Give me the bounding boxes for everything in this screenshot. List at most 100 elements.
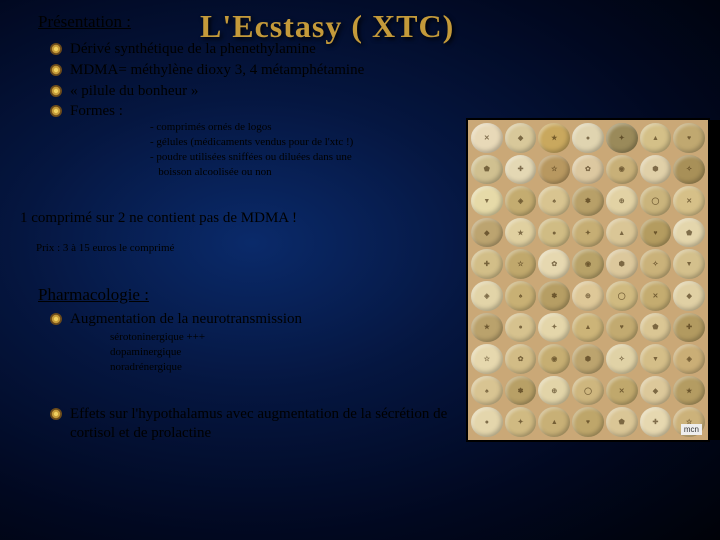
pill-item: ◉	[572, 249, 604, 279]
bullet-icon	[50, 85, 62, 97]
pill-item: ✦	[572, 218, 604, 248]
sub-item: dopaminergique	[110, 345, 205, 360]
pill-item: ⬢	[640, 155, 672, 185]
bullet-icon	[50, 408, 62, 420]
pill-item: ⬢	[572, 344, 604, 374]
bullet-text: « pilule du bonheur »	[70, 82, 198, 101]
presentation-sublist: - comprimés ornés de logos- gélules (méd…	[150, 120, 353, 179]
pill-item: ✦	[505, 407, 537, 437]
pill-item: ●	[505, 313, 537, 343]
bullet-text: MDMA= méthylène dioxy 3, 4 métamphétamin…	[70, 61, 364, 80]
pill-item: ◯	[572, 376, 604, 406]
presentation-bullet-item: « pilule du bonheur »	[50, 82, 364, 101]
pill-item: ▲	[606, 218, 638, 248]
pill-item: ◈	[471, 281, 503, 311]
pill-item: ✧	[640, 249, 672, 279]
presentation-bullet-item: Dérivé synthétique de la phenethylamine	[50, 40, 364, 59]
pill-item: ●	[471, 407, 503, 437]
sub-item: sérotoninergique +++	[110, 330, 205, 345]
sub-item: - gélules (médicaments vendus pour de l'…	[150, 135, 353, 150]
pill-item: ◆	[505, 123, 537, 153]
pill-item: ◈	[673, 344, 705, 374]
pill-item: ✧	[673, 155, 705, 185]
pill-item: ✽	[572, 186, 604, 216]
pill-item: ♠	[471, 376, 503, 406]
pill-item: ◆	[673, 281, 705, 311]
section-heading-presentation: Présentation :	[38, 12, 131, 32]
pill-item: ◯	[606, 281, 638, 311]
pill-item: ✽	[505, 376, 537, 406]
pharma-bullet-2: Effets sur l'hypothalamus avec augmentat…	[50, 405, 450, 445]
note-mdma: 1 comprimé sur 2 ne contient pas de MDMA…	[20, 210, 297, 227]
pill-item: ⊕	[606, 186, 638, 216]
pill-item: ✚	[673, 313, 705, 343]
pill-item: ⬟	[673, 218, 705, 248]
sub-item: boisson alcoolisée ou non	[150, 165, 353, 180]
pill-item: ☆	[505, 249, 537, 279]
pharma-bullet-1: Augmentation de la neurotransmission	[50, 310, 302, 331]
pill-item: ⊕	[572, 281, 604, 311]
pill-item: ✧	[606, 344, 638, 374]
pill-item: ☆	[538, 155, 570, 185]
pill-item: ⊕	[538, 376, 570, 406]
pill-item: ⬟	[471, 155, 503, 185]
pill-item: ♥	[640, 218, 672, 248]
pill-item: ⬢	[606, 249, 638, 279]
sub-item: noradrénergique	[110, 360, 205, 375]
pill-item: ♠	[538, 186, 570, 216]
presentation-bullet-item: MDMA= méthylène dioxy 3, 4 métamphétamin…	[50, 61, 364, 80]
pill-item: ✚	[640, 407, 672, 437]
pill-item: ♥	[673, 123, 705, 153]
pill-item: ☆	[471, 344, 503, 374]
bullet-text: Augmentation de la neurotransmission	[70, 310, 302, 329]
pill-item: ◉	[538, 344, 570, 374]
pill-item: ✽	[538, 281, 570, 311]
pill-item: ⬟	[640, 313, 672, 343]
pill-item: ◈	[505, 186, 537, 216]
sub-item: - comprimés ornés de logos	[150, 120, 353, 135]
bullet-icon	[50, 43, 62, 55]
pill-item: ✦	[538, 313, 570, 343]
pill-item: ♥	[572, 407, 604, 437]
pill-item: ✕	[606, 376, 638, 406]
pill-item: ★	[673, 376, 705, 406]
pill-item: ◯	[640, 186, 672, 216]
pill-item: ▲	[640, 123, 672, 153]
pill-item: ♠	[505, 281, 537, 311]
pill-item: ▼	[471, 186, 503, 216]
bullet-icon	[50, 313, 62, 325]
bullet-text: Effets sur l'hypothalamus avec augmentat…	[70, 405, 450, 443]
pill-item: ✦	[606, 123, 638, 153]
bullet-icon	[50, 64, 62, 76]
bullet-text: Dérivé synthétique de la phenethylamine	[70, 40, 316, 59]
pill-item: ▲	[572, 313, 604, 343]
pill-item: ◉	[606, 155, 638, 185]
pill-item: ●	[538, 218, 570, 248]
presentation-bullets: Dérivé synthétique de la phenethylamine …	[50, 40, 364, 123]
pill-item: ★	[471, 313, 503, 343]
pill-item: ★	[505, 218, 537, 248]
pharma-sublist: sérotoninergique +++dopaminergiquenoradr…	[110, 330, 205, 375]
pill-item: ◆	[471, 218, 503, 248]
pill-item: ●	[572, 123, 604, 153]
pill-item: ✕	[673, 186, 705, 216]
pill-item: ✚	[505, 155, 537, 185]
price-text: Prix : 3 à 15 euros le comprimé	[36, 242, 174, 254]
pill-item: ♥	[606, 313, 638, 343]
pill-item: ▼	[673, 249, 705, 279]
pills-photo: ✕◆★●✦▲♥⬟✚☆✿◉⬢✧▼◈♠✽⊕◯✕◆★●✦▲♥⬟✚☆✿◉⬢✧▼◈♠✽⊕◯…	[468, 120, 708, 440]
pill-item: ✿	[505, 344, 537, 374]
pill-item: ✿	[538, 249, 570, 279]
pill-item: ✕	[640, 281, 672, 311]
presentation-bullet-item: Formes :	[50, 102, 364, 121]
pill-item: ◆	[640, 376, 672, 406]
pill-item: ✿	[572, 155, 604, 185]
pill-item: ★	[538, 123, 570, 153]
section-heading-pharmacologie: Pharmacologie :	[38, 285, 149, 305]
pharma-bullet-item: Effets sur l'hypothalamus avec augmentat…	[50, 405, 450, 443]
sub-item: - poudre utilisées sniffées ou diluées d…	[150, 150, 353, 165]
pill-item: ✚	[471, 249, 503, 279]
bullet-text: Formes :	[70, 102, 123, 121]
pharma-bullet-item: Augmentation de la neurotransmission	[50, 310, 302, 329]
pill-item: ⬟	[606, 407, 638, 437]
